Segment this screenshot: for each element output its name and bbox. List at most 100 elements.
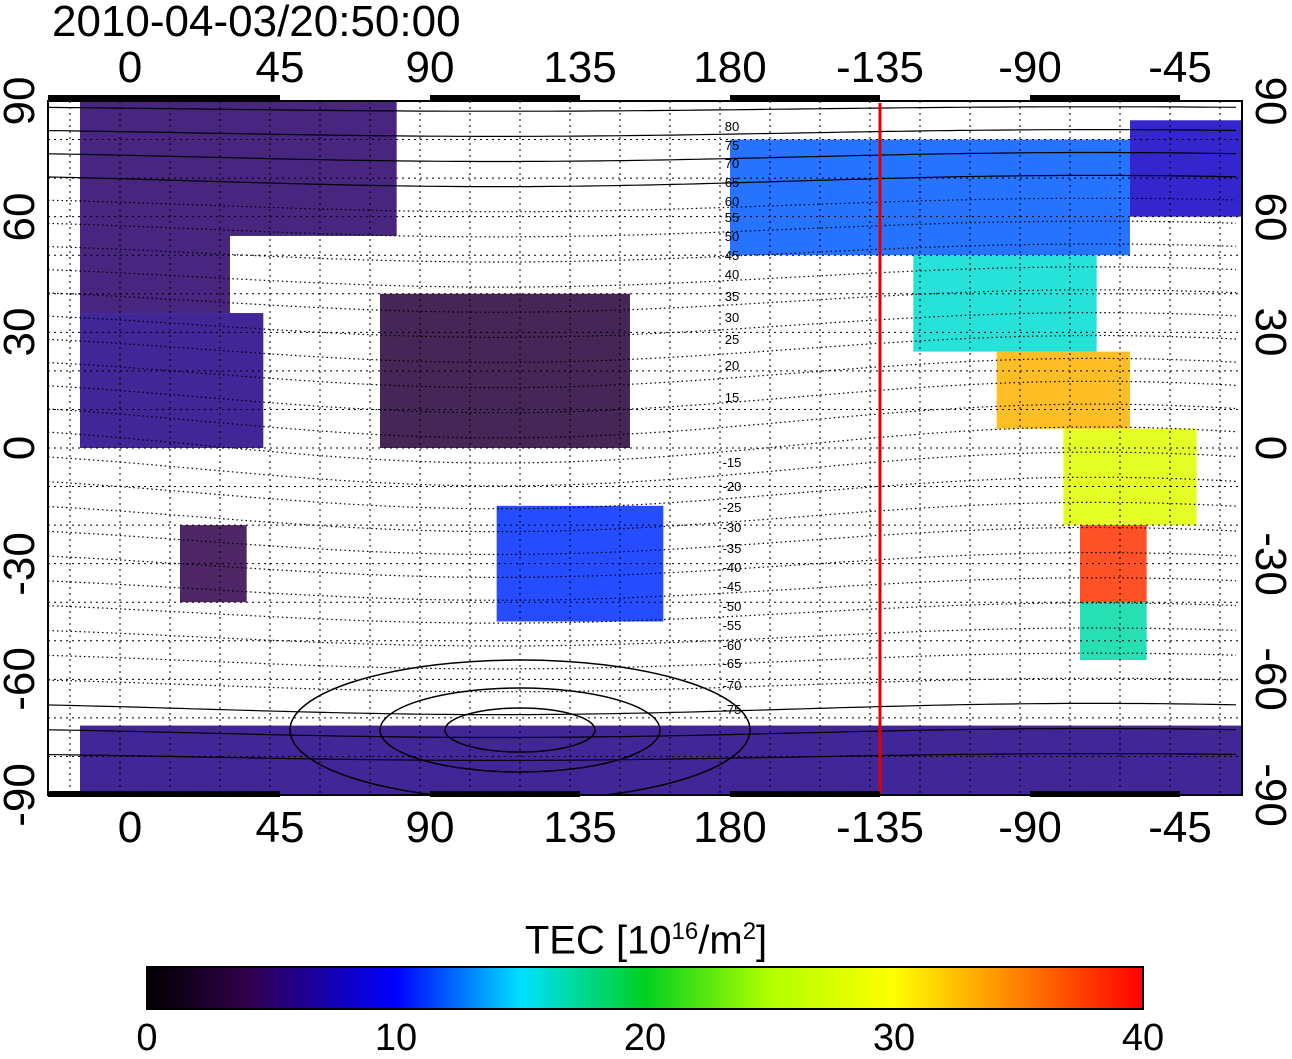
axis-tick-label: -30 [0, 531, 44, 596]
axis-tick-label: -135 [835, 43, 925, 92]
colorbar-tick-label: 0 [136, 1017, 158, 1059]
tec-region-south-america-north [1063, 428, 1197, 526]
axis-tick-label: 90 [0, 76, 44, 126]
magnetic-latitude-label: -70 [723, 678, 742, 693]
colorbar-tick-label: 40 [1121, 1017, 1165, 1059]
axis-tick-label: 90 [1246, 76, 1292, 126]
axis-tick-label: 135 [543, 43, 617, 92]
magnetic-contour [48, 197, 1237, 213]
colorbar-title: TEC [1016/m2] [524, 918, 768, 963]
axis-tick-label: 0 [0, 436, 44, 460]
magnetic-contour [48, 151, 1237, 163]
magnetic-latitude-label: 25 [725, 332, 739, 347]
magnetic-contour [48, 602, 1237, 624]
colorbar [146, 966, 1144, 1010]
magnetic-contour [48, 266, 1237, 288]
axis-tick-label: 60 [1246, 192, 1292, 242]
magnetic-latitude-label: 45 [725, 248, 739, 263]
axis-tick-label: -90 [998, 43, 1062, 92]
axis-tick-label: 180 [693, 803, 767, 852]
magnetic-contour [48, 501, 1237, 533]
axis-tick-label: 45 [255, 803, 305, 852]
frame-tick-bar [1030, 95, 1180, 101]
magnetic-latitude-label: 40 [725, 267, 739, 282]
axis-tick-label: 30 [0, 307, 44, 357]
magnetic-contour [48, 652, 1237, 670]
axis-tick-label: 180 [693, 43, 767, 92]
magnetic-latitude-label: -30 [723, 520, 742, 535]
axis-tick-label: -45 [1148, 803, 1212, 852]
magnetic-latitude-label: -20 [723, 479, 742, 494]
magnetic-pole-contour [379, 687, 661, 773]
magnetic-latitude-label: -45 [723, 579, 742, 594]
magnetic-contour [48, 220, 1237, 238]
frame-tick-bar [1030, 791, 1180, 797]
map-gridlines [48, 101, 1242, 795]
axis-tick-label: -90 [1246, 763, 1292, 827]
magnetic-latitude-label: -55 [723, 618, 742, 633]
magnetic-latitude-label: 70 [725, 156, 739, 171]
tec-region-europe [80, 101, 230, 314]
frame-ticks [48, 95, 1180, 797]
axis-tick-label: -45 [1148, 43, 1212, 92]
axis-tick-label: 0 [117, 803, 143, 852]
tec-region-alaska-canada [730, 139, 1130, 256]
map-timestamp: 2010-04-03/20:50:00 [52, 0, 461, 46]
map-frame [47, 100, 1243, 796]
magnetic-latitude-label: 50 [725, 229, 739, 244]
magnetic-contour [48, 312, 1237, 338]
colorbar-tick-label: 30 [872, 1017, 916, 1059]
magnetic-contour [48, 727, 1237, 739]
axis-tick-label: 135 [543, 803, 617, 852]
colorbar-tick-label: 20 [623, 1017, 667, 1059]
magnetic-latitude-label: 65 [725, 175, 739, 190]
magnetic-latitude-label: 75 [725, 138, 739, 153]
magnetic-contour [48, 476, 1237, 510]
magnetic-contour [48, 627, 1237, 647]
frame-tick-bar [48, 791, 130, 797]
frame-tick-bar [730, 791, 880, 797]
magnetic-latitude-label: 15 [725, 390, 739, 405]
colorbar-tick-label: 10 [374, 1017, 418, 1059]
magnetic-latitude-label: -25 [723, 500, 742, 515]
magnetic-latitude-label: -15 [723, 455, 742, 470]
magnetic-contour [48, 334, 1237, 364]
axis-tick-label: 0 [1246, 435, 1292, 461]
magnetic-contour [48, 380, 1237, 414]
magnetic-latitude-label: 35 [725, 289, 739, 304]
magnetic-latitude-label: -75 [723, 702, 742, 717]
magnetic-latitude-label: -40 [723, 560, 742, 575]
frame-tick-bar [430, 791, 580, 797]
tec-region-north-africa [80, 313, 264, 448]
magnetic-contour [48, 129, 1237, 137]
magnetic-latitude-label: -35 [723, 541, 742, 556]
magnetic-latitude-label: -65 [723, 656, 742, 671]
axis-tick-label: -90 [998, 803, 1062, 852]
axis-tick-label: 90 [405, 43, 455, 92]
magnetic-latitude-label: -50 [723, 599, 742, 614]
axis-tick-label: -60 [1246, 647, 1292, 712]
axis-tick-label: 0 [117, 43, 143, 92]
magnetic-latitude-label: 80 [725, 119, 739, 134]
axis-tick-label: 90 [405, 803, 455, 852]
tec-region-usa [913, 255, 1097, 352]
magnetic-contour [48, 677, 1237, 693]
magnetic-contour [48, 289, 1237, 313]
tec-region-patagonia [1080, 602, 1147, 661]
frame-tick-bar [48, 95, 130, 101]
magnetic-contour [48, 526, 1237, 556]
tec-region-south-africa [180, 525, 247, 603]
axis-tick-label: 60 [0, 192, 44, 242]
tec-region-greenland [1130, 120, 1242, 217]
magnetic-contour [48, 451, 1237, 487]
tec-region-russia [230, 101, 397, 236]
magnetic-contour [48, 426, 1237, 464]
magnetic-latitude-label: 30 [725, 310, 739, 325]
axis-tick-label: -60 [0, 647, 44, 712]
frame-tick-bar [130, 791, 280, 797]
magnetic-latitude-label: -60 [723, 638, 742, 653]
frame-tick-bar [430, 95, 580, 101]
magnetic-latitude-label: 20 [725, 358, 739, 373]
